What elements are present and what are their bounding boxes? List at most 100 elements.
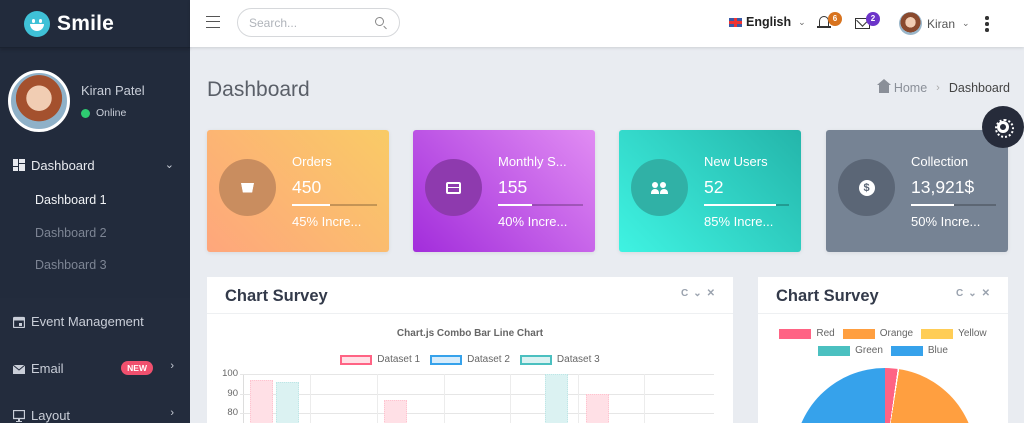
panel-title: Chart Survey [776, 287, 879, 305]
user-menu[interactable]: Kiran ⌄ [899, 12, 970, 35]
brand[interactable]: Smile [0, 0, 190, 48]
topbar: English ⌄ 6 2 Kiran ⌄ [190, 0, 1024, 47]
legend-item-red[interactable]: Red [779, 328, 835, 339]
user-profile: Kiran Patel Online [0, 48, 190, 154]
chart-survey-bar-panel: Chart Survey C ⌄ ✕ Chart.js Combo Bar Li… [207, 277, 733, 423]
search-icon[interactable] [375, 17, 384, 26]
legend-item-green[interactable]: Green [818, 345, 883, 356]
refresh-icon[interactable]: C [680, 288, 689, 299]
panel-tools: C ⌄ ✕ [681, 288, 715, 299]
breadcrumb: Home › Dashboard [876, 79, 1010, 95]
stat-subtext: 40% Incre... [498, 214, 568, 229]
stat-progress [704, 204, 789, 206]
status-text: Online [96, 107, 127, 119]
language-label: English [746, 15, 792, 29]
panel-tools: C ⌄ ✕ [956, 288, 990, 299]
y-tick: 90 [227, 388, 238, 399]
close-icon[interactable]: ✕ [706, 288, 715, 299]
chevron-right-icon: › [170, 360, 174, 372]
bar-dataset-3[interactable] [545, 374, 568, 423]
sidebar-item-email[interactable]: Email NEW › [0, 345, 190, 392]
avatar[interactable] [8, 70, 70, 132]
panel-title: Chart Survey [225, 287, 328, 305]
pie-chart[interactable] [794, 368, 976, 423]
stat-card-new-users: New Users 52 85% Incre... [619, 130, 801, 252]
hamburger-menu-icon[interactable] [206, 16, 220, 28]
stat-label: Orders [292, 154, 332, 169]
breadcrumb-home[interactable]: Home [876, 79, 927, 95]
dashboard-submenu: Dashboard 1 Dashboard 2 Dashboard 3 [0, 180, 190, 292]
legend-item-yellow[interactable]: Yellow [921, 328, 987, 339]
cart-icon [241, 182, 254, 193]
smile-logo-icon [24, 10, 50, 37]
bar-dataset-1[interactable] [250, 380, 273, 423]
stat-card-monthly-sales: Monthly S... 155 40% Incre... [413, 130, 595, 252]
dollar-icon: $ [858, 179, 875, 196]
settings-button[interactable] [982, 106, 1024, 148]
bar-dataset-1[interactable] [586, 394, 609, 423]
sidebar-item-label: Email [31, 361, 64, 376]
y-tick: 100 [222, 368, 238, 379]
online-dot-icon [81, 108, 90, 118]
sidebar-item-dashboard[interactable]: Dashboard ⌄ [0, 150, 190, 180]
dashboard-grid-icon [13, 159, 25, 171]
stat-progress [498, 204, 583, 206]
monitor-icon [12, 409, 26, 422]
sidebar-subitem-dashboard-2[interactable]: Dashboard 2 [35, 225, 107, 240]
close-icon[interactable]: ✕ [981, 288, 990, 299]
chart-title: Chart.js Combo Bar Line Chart [396, 328, 544, 339]
legend-item-blue[interactable]: Blue [890, 345, 948, 356]
sidebar-item-layout[interactable]: Layout › [0, 392, 190, 423]
new-badge: NEW [121, 361, 153, 375]
bar-dataset-1[interactable] [384, 400, 407, 423]
uk-flag-icon [729, 17, 742, 27]
calendar-icon [12, 316, 26, 328]
home-icon [876, 79, 891, 93]
stat-subtext: 45% Incre... [292, 214, 362, 229]
search-input[interactable] [238, 9, 368, 36]
page-title: Dashboard [207, 78, 310, 101]
sidebar-item-event-management[interactable]: Event Management [0, 298, 190, 345]
stat-card-orders: Orders 450 45% Incre... [207, 130, 389, 252]
status-indicator: Online [81, 107, 145, 119]
refresh-icon[interactable]: C [955, 288, 964, 299]
chevron-down-icon: ⌄ [164, 159, 174, 171]
stat-value: 450 [292, 177, 322, 197]
sidebar: Smile Kiran Patel Online Dashboard ⌄ Das… [0, 0, 190, 423]
stat-value: 52 [704, 177, 724, 197]
chart-survey-pie-panel: Chart Survey C ⌄ ✕ Red Orange Yellow Gre… [758, 277, 1008, 423]
pie-legend: Red Orange Yellow Green Blue [768, 328, 998, 362]
messages-badge: 2 [866, 12, 880, 26]
legend-item-dataset-3[interactable]: Dataset 3 [519, 354, 600, 365]
bar-dataset-3[interactable] [276, 382, 299, 423]
collapse-icon[interactable]: ⌄ [693, 288, 702, 299]
stat-label: New Users [704, 154, 768, 169]
breadcrumb-separator: › [936, 82, 940, 94]
sidebar-item-label: Dashboard [31, 157, 95, 173]
chevron-down-icon: ⌄ [962, 18, 970, 28]
language-selector[interactable]: English ⌄ [729, 15, 806, 29]
stat-card-collection: $ Collection 13,921$ 50% Incre... [826, 130, 1008, 252]
collapse-icon[interactable]: ⌄ [968, 288, 977, 299]
stat-subtext: 50% Incre... [911, 214, 981, 229]
bar-plot-area: 100 90 80 [222, 368, 714, 423]
legend-item-orange[interactable]: Orange [842, 328, 913, 339]
legend-item-dataset-2[interactable]: Dataset 2 [430, 354, 510, 365]
stat-progress [911, 204, 996, 206]
y-tick: 80 [227, 407, 238, 418]
gear-icon [995, 119, 1014, 138]
sidebar-item-label: Event Management [31, 314, 144, 329]
chart-legend: Dataset 1 Dataset 2 Dataset 3 [207, 354, 733, 365]
search-box [237, 8, 400, 37]
brand-name: Smile [57, 11, 115, 35]
more-vertical-icon[interactable] [985, 16, 989, 34]
sidebar-subitem-dashboard-1[interactable]: Dashboard 1 [35, 193, 107, 207]
legend-item-dataset-1[interactable]: Dataset 1 [340, 354, 420, 365]
sidebar-subitem-dashboard-3[interactable]: Dashboard 3 [35, 258, 107, 272]
sidebar-item-label: Layout [31, 408, 71, 423]
chevron-right-icon: › [170, 407, 174, 419]
breadcrumb-current: Dashboard [948, 81, 1010, 95]
stat-label: Monthly S... [498, 154, 567, 169]
envelope-icon [12, 363, 26, 375]
chevron-down-icon: ⌄ [798, 16, 806, 27]
